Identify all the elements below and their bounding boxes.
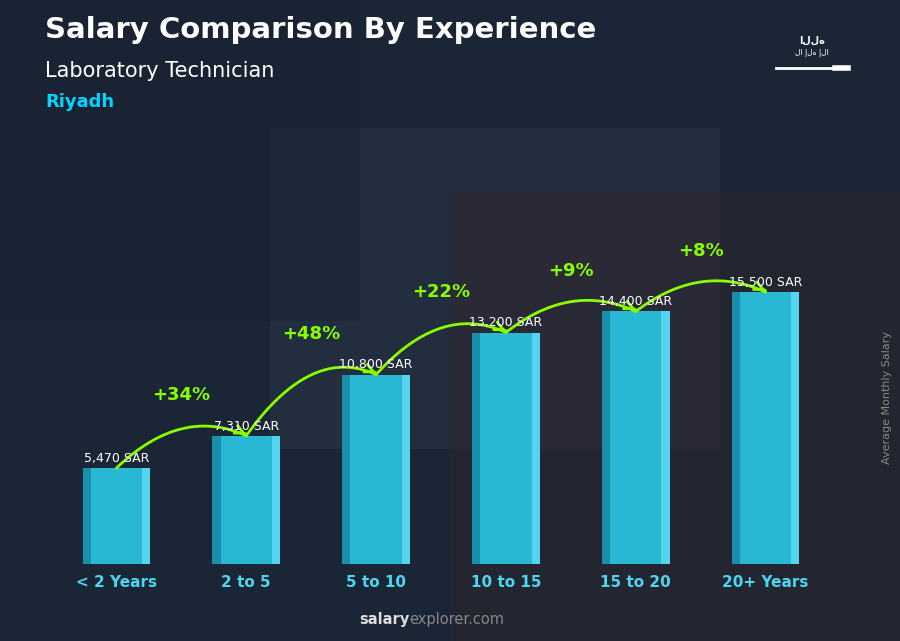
Bar <box>602 312 670 564</box>
Text: 15,500 SAR: 15,500 SAR <box>729 276 802 289</box>
Bar <box>472 333 540 564</box>
Bar <box>83 468 150 564</box>
Text: Riyadh: Riyadh <box>45 93 114 111</box>
Bar <box>0 0 360 320</box>
Bar <box>212 436 220 564</box>
Bar <box>270 128 720 449</box>
Bar <box>401 374 410 564</box>
Text: 7,310 SAR: 7,310 SAR <box>213 419 279 433</box>
Bar <box>532 333 540 564</box>
Text: لا إله إلا: لا إله إلا <box>796 48 829 57</box>
Text: salary: salary <box>359 612 410 627</box>
Text: 5,470 SAR: 5,470 SAR <box>84 452 149 465</box>
Bar <box>342 374 350 564</box>
Bar <box>791 292 799 564</box>
Bar <box>272 436 280 564</box>
Text: Average Monthly Salary: Average Monthly Salary <box>881 331 892 464</box>
Text: Salary Comparison By Experience: Salary Comparison By Experience <box>45 16 596 44</box>
Bar <box>732 292 740 564</box>
Bar <box>662 312 670 564</box>
Bar <box>342 374 410 564</box>
Bar <box>472 333 481 564</box>
Text: +34%: +34% <box>152 386 211 404</box>
Text: explorer.com: explorer.com <box>410 612 505 627</box>
Bar <box>212 436 280 564</box>
Text: +48%: +48% <box>282 325 340 343</box>
Bar <box>83 468 91 564</box>
Text: 10,800 SAR: 10,800 SAR <box>339 358 413 371</box>
Bar <box>142 468 150 564</box>
Text: +9%: +9% <box>548 262 594 279</box>
Text: 13,200 SAR: 13,200 SAR <box>470 316 543 329</box>
Bar <box>602 312 610 564</box>
Text: +22%: +22% <box>412 283 470 301</box>
Text: Laboratory Technician: Laboratory Technician <box>45 61 274 81</box>
Text: الله: الله <box>799 35 825 46</box>
Bar <box>732 292 799 564</box>
Bar <box>450 192 900 641</box>
Text: +8%: +8% <box>678 242 724 260</box>
Text: 14,400 SAR: 14,400 SAR <box>599 295 672 308</box>
